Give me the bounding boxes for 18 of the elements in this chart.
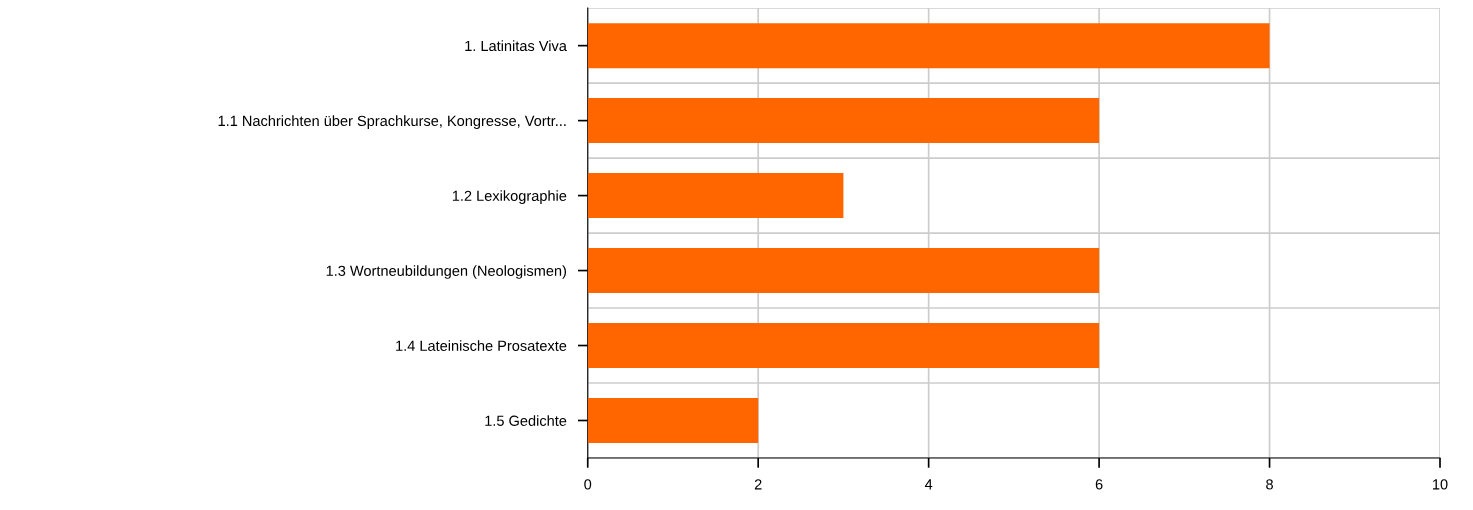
x-tick-label: 0 [584, 479, 592, 490]
y-tick-label: 1. Latinitas Viva [465, 40, 567, 52]
bar [587, 323, 1100, 369]
y-tick-label: 1.4 Lateinische Prosatexte [396, 340, 567, 351]
y-tick-label: 1.5 Gedichte [485, 415, 567, 426]
bar [587, 23, 1270, 69]
y-tick-label: 1.1 Nachrichten über Sprachkurse, Kongresse, Vortr... [218, 115, 566, 129]
x-tick-label: 6 [1095, 479, 1103, 490]
x-tick-label: 10 [1433, 479, 1448, 490]
bar [587, 173, 844, 219]
x-tick-label: 2 [754, 479, 762, 490]
bar [587, 248, 1100, 294]
x-tick-label: 8 [1266, 479, 1273, 490]
bar [587, 98, 1100, 144]
bar [587, 398, 759, 443]
x-tick-label: 4 [924, 479, 933, 490]
y-tick-label: 1.2 Lexikographie [452, 190, 567, 204]
y-tick-label: 1.3 Wortneubildungen (Neologismen) [326, 265, 567, 279]
